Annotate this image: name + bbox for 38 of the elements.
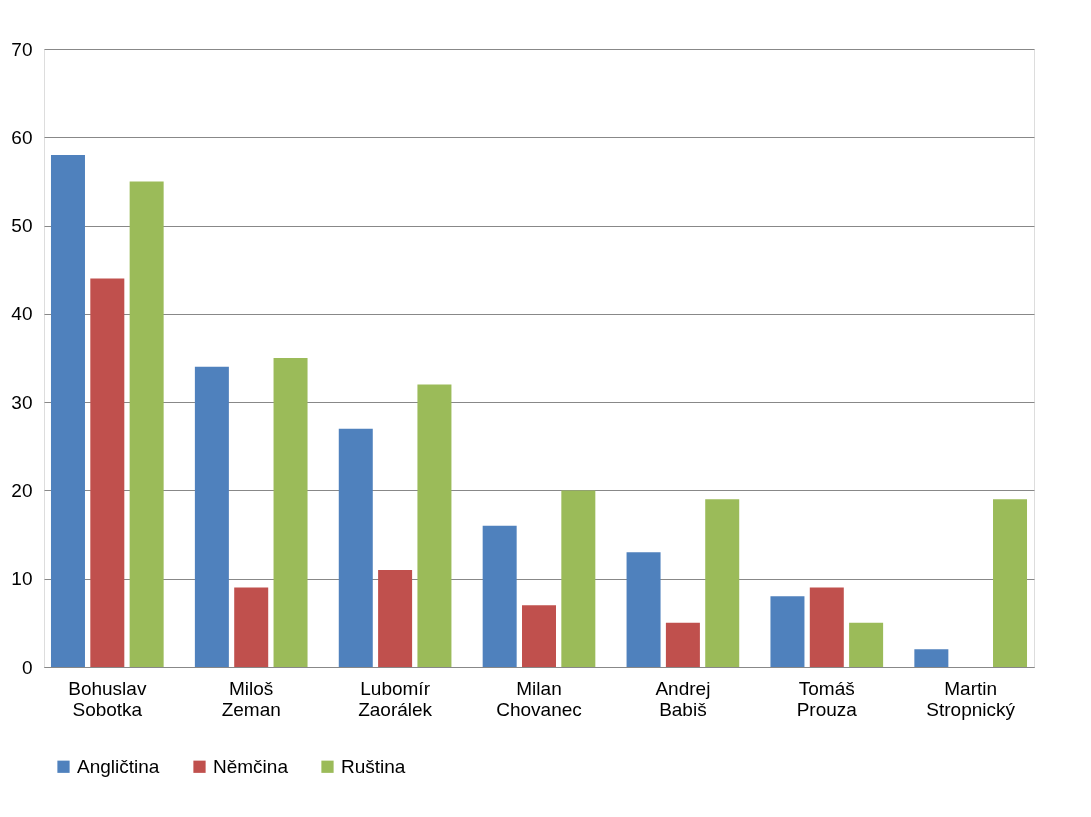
bar: [378, 569, 413, 667]
x-tick-label: Bohuslav Sobotka: [68, 677, 147, 720]
bar: [482, 525, 517, 667]
y-tick-label: 20: [11, 479, 33, 501]
x-tick-label: Lubomír Zaorálek: [358, 677, 433, 720]
bar: [522, 605, 556, 667]
bar: [914, 649, 949, 667]
bar: [234, 587, 269, 667]
bar: [417, 384, 452, 667]
y-tick-label: 60: [11, 126, 33, 148]
bar: [705, 499, 740, 667]
bar: [665, 622, 700, 667]
y-tick-label: 70: [11, 38, 33, 60]
bar: [90, 278, 125, 667]
bar: [626, 552, 661, 667]
y-tick-label: 30: [11, 391, 33, 413]
legend-label: Angličtina: [77, 755, 160, 777]
x-tick-label: Miloš Zeman: [221, 677, 281, 720]
x-tick-label: Milan Chovanec: [496, 677, 582, 720]
legend-label: Němčina: [213, 755, 289, 777]
y-tick-label: 50: [11, 215, 33, 237]
legend-label: Ruština: [341, 755, 406, 777]
bar: [809, 587, 844, 667]
bar: [129, 181, 164, 667]
x-tick-label: Martin Stropnický: [926, 677, 1016, 720]
y-tick-label: 40: [11, 303, 33, 325]
x-tick-label: Tomáš Prouza: [796, 677, 858, 720]
bar: [770, 596, 805, 667]
bar: [50, 154, 85, 667]
bar: [561, 490, 596, 667]
x-tick-label: Andrej Babiš: [655, 677, 711, 720]
bar: [993, 499, 1028, 667]
y-tick-label: 10: [11, 568, 33, 590]
bar: [338, 428, 373, 667]
bar: [194, 366, 229, 667]
bar: [849, 622, 884, 667]
bar: [273, 358, 308, 667]
y-tick-label: 0: [21, 656, 33, 678]
